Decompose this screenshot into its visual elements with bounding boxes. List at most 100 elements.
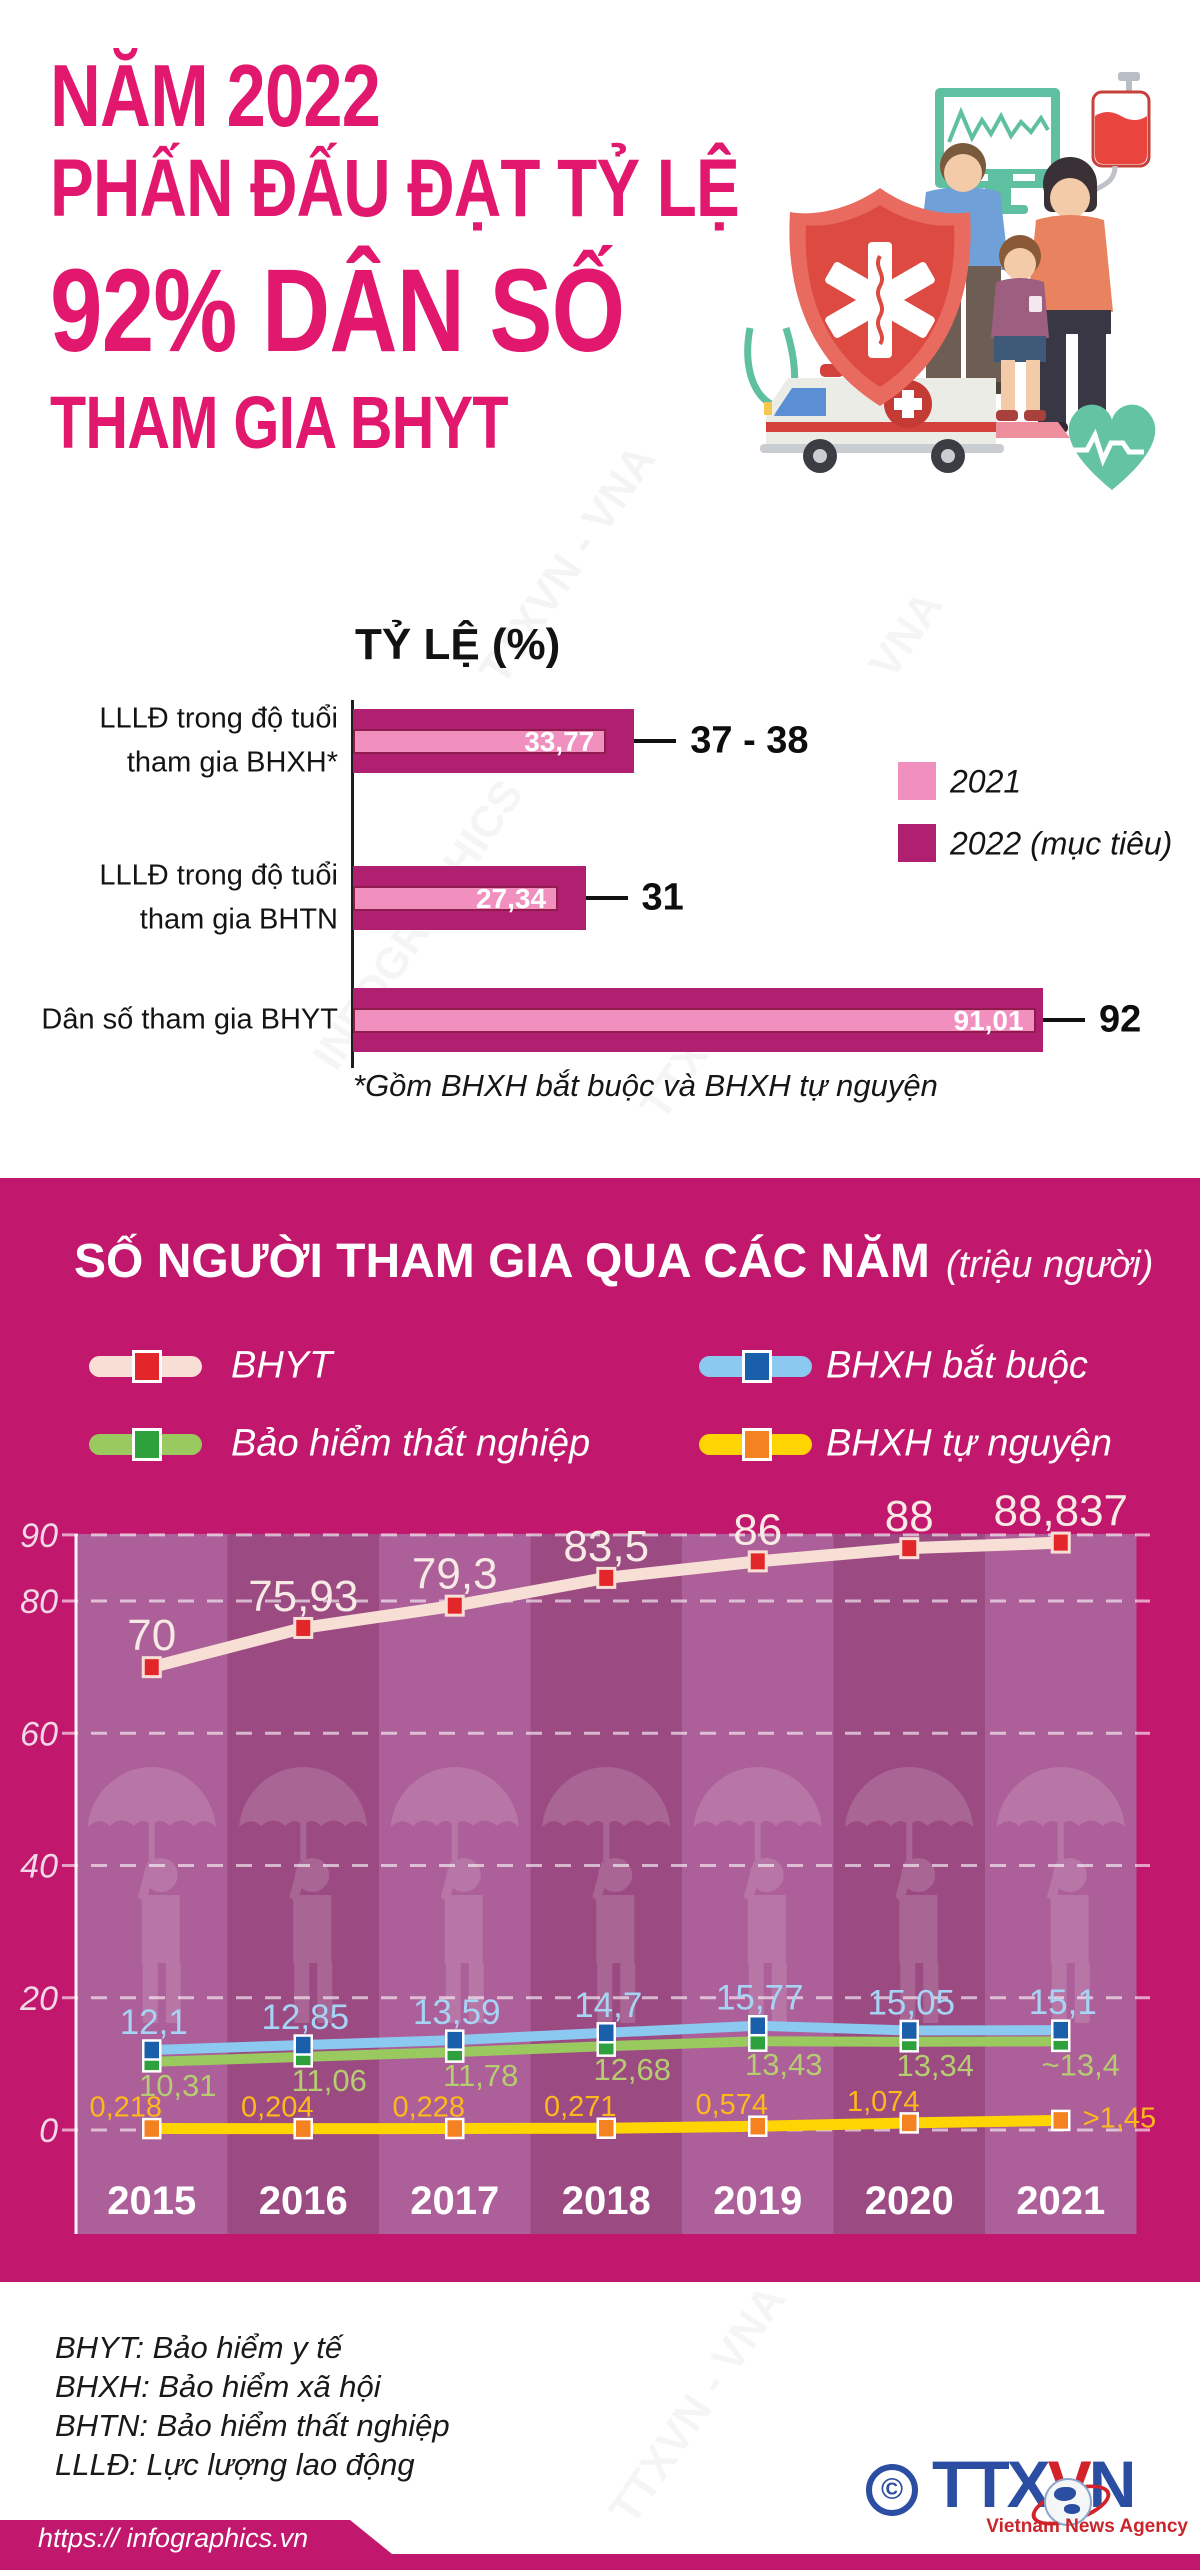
value-label-Bảo hiểm thất nghiệp: 12,68 [593,2052,671,2087]
value-label-BHXH tự nguyện: 0,204 [241,2092,314,2124]
x-axis-year-2016: 2016 [259,2179,348,2223]
bottom-strip [0,2554,1200,2570]
value-label-BHYT: 83,5 [563,1522,649,1571]
participants-section: 90 80 60 40 20 0 70 75,93 79,3 83,5 86 88 88,837 12,1… [0,1178,1200,2282]
diagonal-watermark: TTXVN - VNA [600,2277,796,2534]
y-axis-tick-90: 90 [20,1517,58,1555]
value-label-BHXH bắt buộc: 15,05 [867,1983,955,2022]
page-title-line-1: NĂM 2022 [50,46,381,145]
y-axis-tick-0: 0 [39,2112,58,2150]
value-label-BHYT: 88,837 [993,1487,1128,1536]
value-label-BHXH tự nguyện: 0,271 [544,2091,617,2123]
marker-BHYT [596,1566,617,1589]
bar-2021-value-label: 33,77 [524,726,595,757]
chart2-legend-label: BHYT [231,1344,333,1387]
chart2-legend-marker-BHXH bắt buộc [742,1350,772,1383]
x-axis-year-2018: 2018 [562,2179,651,2223]
chart2-legend-label: BHXH bắt buộc [826,1344,1088,1387]
page-title-line-4: THAM GIA BHYT [50,381,508,464]
marker-BHXH bắt buộc [748,2014,768,2037]
marker-BHXH tự nguyện [596,2117,616,2139]
marker-BHXH bắt buộc [899,2019,919,2042]
chart1-category-label: Dân số tham gia BHYT [41,1003,338,1036]
marker-BHXH bắt buộc [596,2022,616,2044]
abbreviation-line: BHXH: Bảo hiểm xã hội [55,2369,381,2404]
value-label-Bảo hiểm thất nghiệp: 11,78 [443,2058,518,2093]
marker-BHXH tự nguyện [445,2117,465,2140]
chart2-legend-label: BHXH tự nguyện [826,1422,1113,1465]
value-label-BHXH bắt buộc: 15,1 [1029,1983,1097,2022]
infographics-url-link[interactable]: https:// infographics.vn [38,2523,309,2553]
chart2-legend-label: Bảo hiểm thất nghiệp [231,1422,591,1465]
url-banner [0,2520,392,2554]
value-label-BHXH tự nguyện: 0,574 [695,2089,768,2121]
copyright-icon: © [866,2464,918,2516]
chart2-title-main: SỐ NGƯỜI THAM GIA QUA CÁC NĂM [74,1235,930,1288]
value-label-BHYT: 79,3 [412,1550,498,1599]
y-axis-tick-60: 60 [20,1715,58,1753]
marker-BHXH bắt buộc [142,2039,162,2061]
marker-BHYT [444,1594,465,1617]
chart1-legend-swatch-2022 (mục tiêu) [898,824,936,862]
marker-BHYT [747,1550,768,1573]
bar-2021-value-label: 27,34 [475,883,547,914]
chart2-title-sub: (triệu người) [945,1244,1154,1286]
abbreviation-line: BHTN: Bảo hiểm thất nghiệp [55,2408,450,2443]
ttxvn-logo: © TTXVN Vietnam News Agency [858,2451,1188,2544]
bar-2021-value: 91,01 [353,1005,1036,1036]
value-label-BHXH bắt buộc: 13,59 [413,1993,501,2032]
marker-BHYT [899,1537,920,1560]
marker-BHXH tự nguyện [1051,2109,1071,2132]
chart1-footnote: *Gồm BHXH bắt buộc và BHXH tự nguyện [353,1068,938,1103]
health-insurance-illustration [744,72,1156,490]
child-figure [970,235,1070,438]
chart1-category-label: LLLĐ trong độ tuổi tham gia BHTN [99,859,338,936]
value-label-Bảo hiểm thất nghiệp: 13,43 [745,2047,823,2082]
page-title-line-2: PHẤN ĐẤU ĐẠT TỶ LỆ [50,143,740,234]
target-value-label: 31 [641,876,684,919]
value-label-BHXH tự nguyện: 0,228 [392,2091,465,2123]
marker-BHXH tự nguyện [748,2115,768,2137]
value-label-Bảo hiểm thất nghiệp: 13,34 [896,2048,974,2083]
chart1-legend-label: 2022 (mục tiêu) [950,825,1173,862]
bar-2021-value: 33,77 [353,726,607,757]
x-axis-year-2019: 2019 [713,2179,802,2223]
marker-BHXH bắt buộc [293,2034,313,2056]
value-label-BHYT: 75,93 [248,1572,358,1621]
chart1-category-label: LLLĐ trong độ tuổi tham gia BHXH* [99,702,338,779]
marker-BHYT [293,1616,314,1639]
value-label-BHXH bắt buộc: 15,77 [716,1979,804,2018]
value-label-BHXH tự nguyện: >1,45 [1083,2102,1156,2134]
marker-BHXH tự nguyện [142,2117,162,2140]
abbreviation-list: BHYT: Bảo hiểm y tế BHXH: Bảo hiểm xã hội… [55,2328,450,2484]
target-value-label: 92 [1099,998,1142,1041]
target-value-label: 37 - 38 [690,719,809,762]
value-label-Bảo hiểm thất nghiệp: 10,31 [139,2068,217,2103]
chart1-legend-label: 2021 [950,763,1022,800]
abbreviation-line: BHYT: Bảo hiểm y tế [55,2330,343,2365]
blood-bag-icon [1079,72,1151,202]
bar-2021-value: 27,34 [353,883,559,914]
marker-BHXH bắt buộc [1051,2019,1071,2041]
y-axis-tick-20: 20 [19,1980,58,2018]
chart1-title: TỶ LỆ (%) [355,620,561,669]
value-label-BHXH tự nguyện: 1,074 [847,2086,920,2118]
value-label-BHXH bắt buộc: 14,7 [574,1986,642,2025]
x-axis-year-2015: 2015 [107,2179,196,2223]
page-title-line-3: 92% DÂN SỐ [50,245,625,377]
y-axis-tick-80: 80 [20,1583,58,1621]
x-axis-year-2017: 2017 [410,2179,499,2223]
marker-BHXH tự nguyện [899,2112,919,2134]
value-label-BHYT: 86 [733,1505,782,1554]
value-label-BHYT: 88 [885,1492,934,1541]
logo-subtitle: Vietnam News Agency [986,2516,1188,2537]
chart2-legend-marker-Bảo hiểm thất nghiệp [132,1428,162,1461]
bar-2021-value-label: 91,01 [953,1005,1024,1036]
marker-BHXH bắt buộc [445,2029,465,2051]
value-label-BHXH bắt buộc: 12,85 [261,1998,349,2037]
chart2-legend-marker-BHXH tự nguyện [742,1428,772,1461]
value-label-Bảo hiểm thất nghiệp: 11,06 [292,2063,367,2098]
chart2-legend-marker-BHYT [132,1350,162,1383]
marker-BHYT [141,1656,162,1679]
